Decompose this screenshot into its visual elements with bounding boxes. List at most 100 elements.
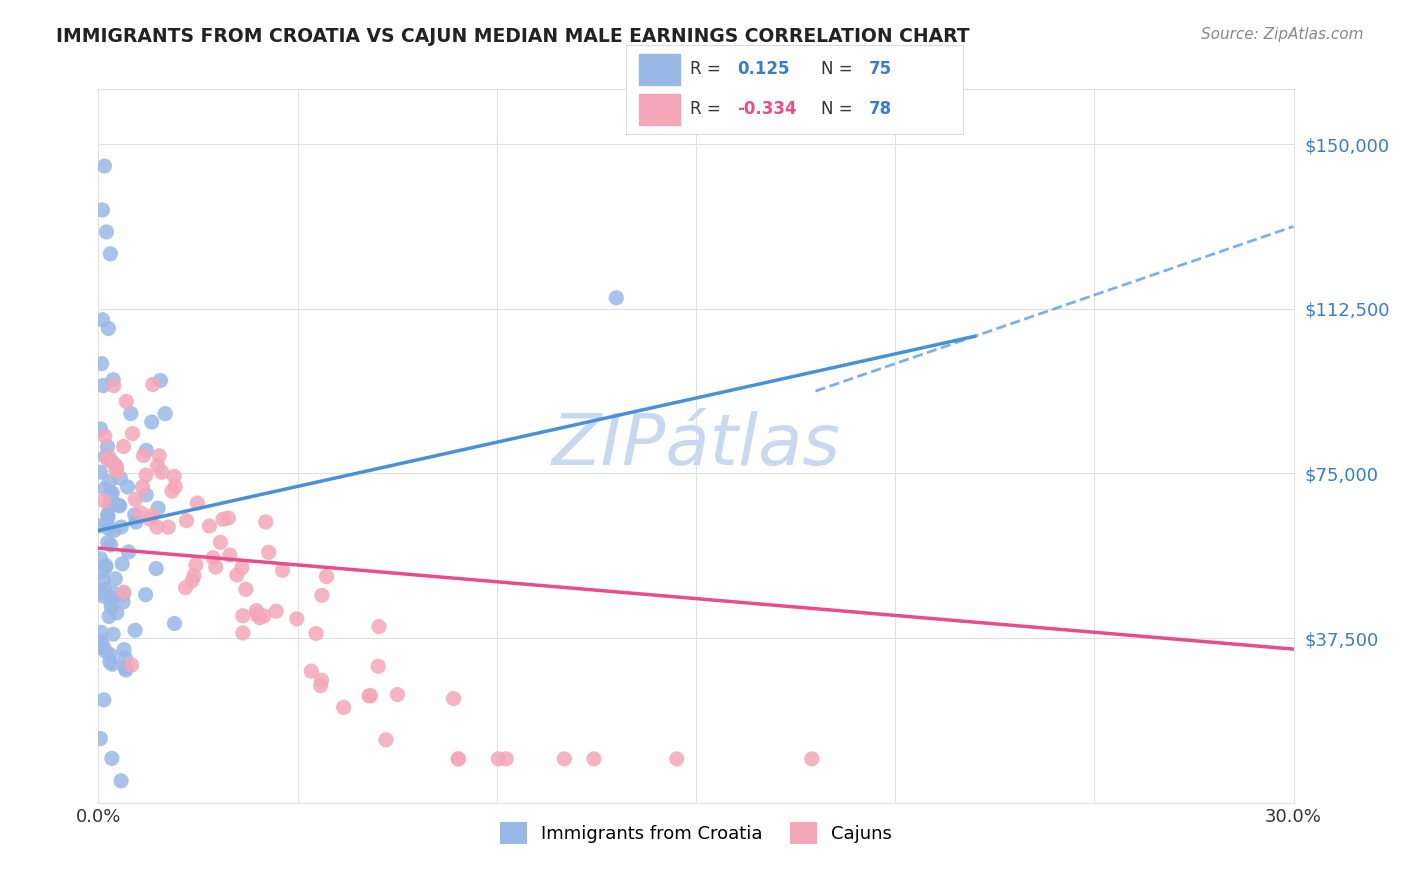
Cajuns bbox=[146, 458, 169, 473]
Cajuns bbox=[157, 520, 180, 534]
Cajuns bbox=[217, 511, 239, 525]
Cajuns bbox=[131, 480, 153, 494]
Immigrants from Croatia bbox=[94, 644, 117, 658]
Cajuns bbox=[305, 626, 328, 640]
Cajuns bbox=[311, 673, 333, 688]
Cajuns bbox=[368, 619, 391, 633]
Immigrants from Croatia bbox=[90, 357, 112, 371]
Cajuns bbox=[142, 377, 165, 392]
Cajuns bbox=[97, 452, 120, 467]
Cajuns bbox=[367, 659, 389, 673]
Text: 78: 78 bbox=[869, 100, 891, 118]
Immigrants from Croatia bbox=[91, 378, 114, 392]
Text: N =: N = bbox=[821, 100, 858, 118]
Immigrants from Croatia bbox=[104, 572, 127, 586]
Immigrants from Croatia bbox=[100, 648, 122, 662]
Cajuns bbox=[105, 464, 128, 478]
Immigrants from Croatia bbox=[105, 606, 128, 620]
Cajuns bbox=[97, 450, 120, 464]
Immigrants from Croatia bbox=[110, 471, 132, 485]
Cajuns bbox=[443, 691, 465, 706]
Cajuns bbox=[121, 426, 143, 441]
Immigrants from Croatia bbox=[89, 518, 111, 533]
Immigrants from Croatia bbox=[100, 454, 122, 468]
Immigrants from Croatia bbox=[135, 488, 157, 502]
Cajuns bbox=[124, 492, 146, 507]
Cajuns bbox=[218, 548, 240, 562]
Immigrants from Croatia bbox=[115, 663, 138, 677]
Immigrants from Croatia bbox=[93, 159, 115, 173]
Text: ZIPátlas: ZIPátlas bbox=[551, 411, 841, 481]
Cajuns bbox=[245, 604, 267, 618]
Immigrants from Croatia bbox=[112, 595, 135, 609]
Text: IMMIGRANTS FROM CROATIA VS CAJUN MEDIAN MALE EARNINGS CORRELATION CHART: IMMIGRANTS FROM CROATIA VS CAJUN MEDIAN … bbox=[56, 27, 970, 45]
Cajuns bbox=[271, 563, 294, 577]
Cajuns bbox=[181, 574, 204, 588]
Immigrants from Croatia bbox=[117, 480, 139, 494]
Cajuns bbox=[309, 679, 332, 693]
Cajuns bbox=[249, 610, 271, 624]
Immigrants from Croatia bbox=[97, 508, 120, 522]
Immigrants from Croatia bbox=[98, 247, 122, 261]
Cajuns bbox=[582, 752, 605, 766]
Immigrants from Croatia bbox=[100, 538, 122, 552]
Cajuns bbox=[165, 479, 187, 493]
Cajuns bbox=[254, 515, 277, 529]
Immigrants from Croatia bbox=[94, 558, 117, 573]
Immigrants from Croatia bbox=[101, 486, 124, 500]
Cajuns bbox=[226, 568, 249, 582]
Cajuns bbox=[105, 462, 128, 476]
Immigrants from Croatia bbox=[117, 545, 139, 559]
Immigrants from Croatia bbox=[101, 751, 124, 765]
Immigrants from Croatia bbox=[98, 522, 121, 536]
Cajuns bbox=[387, 688, 409, 702]
Immigrants from Croatia bbox=[110, 773, 132, 788]
Immigrants from Croatia bbox=[94, 582, 117, 596]
Immigrants from Croatia bbox=[112, 642, 135, 657]
Immigrants from Croatia bbox=[124, 624, 146, 638]
Immigrants from Croatia bbox=[96, 516, 118, 531]
Immigrants from Croatia bbox=[89, 731, 111, 746]
Immigrants from Croatia bbox=[124, 508, 146, 522]
Cajuns bbox=[202, 550, 225, 565]
Cajuns bbox=[299, 664, 322, 678]
Immigrants from Croatia bbox=[153, 407, 176, 421]
Immigrants from Croatia bbox=[114, 661, 136, 675]
Immigrants from Croatia bbox=[90, 586, 112, 600]
Cajuns bbox=[150, 465, 173, 479]
Cajuns bbox=[311, 588, 333, 602]
Cajuns bbox=[486, 752, 509, 766]
Cajuns bbox=[186, 496, 208, 510]
Cajuns bbox=[141, 508, 163, 523]
Immigrants from Croatia bbox=[100, 595, 122, 609]
Immigrants from Croatia bbox=[100, 599, 122, 614]
Immigrants from Croatia bbox=[96, 440, 118, 454]
Immigrants from Croatia bbox=[97, 535, 120, 549]
Cajuns bbox=[495, 752, 517, 766]
Immigrants from Croatia bbox=[93, 482, 115, 496]
Cajuns bbox=[104, 458, 127, 472]
Cajuns bbox=[447, 752, 470, 766]
Immigrants from Croatia bbox=[125, 515, 148, 529]
Immigrants from Croatia bbox=[89, 551, 111, 566]
Cajuns bbox=[135, 468, 157, 483]
Cajuns bbox=[103, 378, 125, 392]
Cajuns bbox=[115, 394, 138, 409]
Cajuns bbox=[332, 700, 354, 714]
Immigrants from Croatia bbox=[111, 557, 134, 571]
Immigrants from Croatia bbox=[98, 655, 121, 669]
Immigrants from Croatia bbox=[110, 520, 132, 534]
Immigrants from Croatia bbox=[89, 422, 111, 436]
Immigrants from Croatia bbox=[89, 465, 111, 479]
Immigrants from Croatia bbox=[97, 510, 120, 524]
Immigrants from Croatia bbox=[94, 559, 117, 574]
Immigrants from Croatia bbox=[89, 640, 111, 655]
Immigrants from Croatia bbox=[94, 450, 117, 464]
Immigrants from Croatia bbox=[91, 638, 114, 652]
Immigrants from Croatia bbox=[103, 586, 125, 600]
Cajuns bbox=[553, 752, 575, 766]
Text: -0.334: -0.334 bbox=[737, 100, 797, 118]
Cajuns bbox=[94, 429, 117, 443]
Cajuns bbox=[204, 560, 226, 574]
Immigrants from Croatia bbox=[96, 225, 118, 239]
